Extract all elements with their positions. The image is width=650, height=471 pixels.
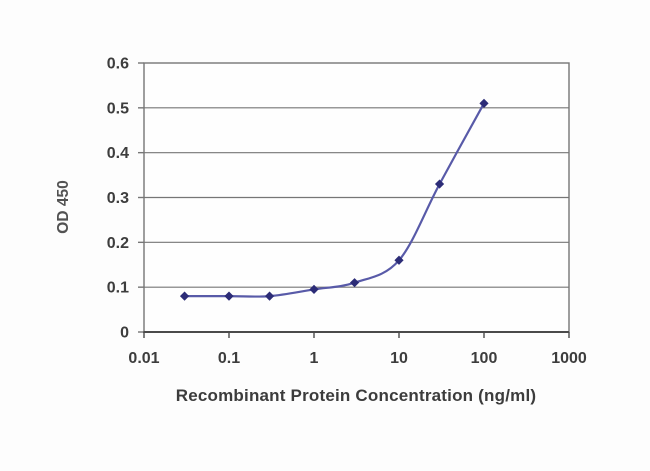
y-tick-label: 0.4 — [107, 145, 129, 162]
x-tick-label: 10 — [390, 350, 408, 367]
x-tick-label: 0.01 — [128, 350, 159, 367]
data-point-marker — [309, 284, 319, 295]
data-point-marker — [394, 255, 404, 265]
x-tick-label: 0.1 — [218, 350, 240, 367]
y-axis-title: OD 450 — [55, 180, 72, 233]
y-tick-label: 0.1 — [107, 280, 129, 297]
data-point-marker — [179, 291, 190, 301]
y-tick-label: 0.3 — [107, 190, 129, 207]
data-point-marker — [479, 98, 489, 108]
y-tick-label: 0.6 — [107, 56, 129, 73]
x-tick-label: 1000 — [551, 350, 587, 367]
x-tick-label: 1 — [310, 350, 319, 367]
data-point-marker — [349, 278, 360, 288]
data-point-marker — [434, 179, 445, 189]
y-tick-label: 0.5 — [107, 100, 129, 117]
data-point-marker — [264, 291, 275, 301]
x-axis-title: Recombinant Protein Concentration (ng/ml… — [176, 386, 537, 405]
y-tick-label: 0 — [120, 325, 129, 342]
y-tick-label: 0.2 — [107, 235, 129, 252]
x-tick-label: 100 — [471, 350, 498, 367]
data-point-marker — [224, 291, 234, 301]
